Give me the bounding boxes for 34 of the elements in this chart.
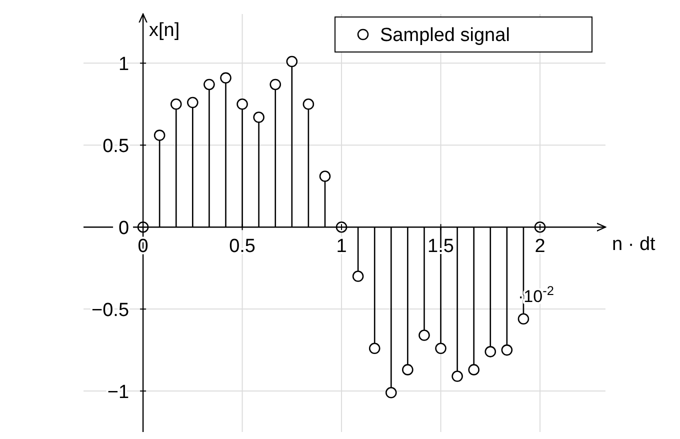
point [286, 56, 298, 68]
legend-label: Sampled signal [380, 25, 510, 46]
y-tick-label: 0.5 [102, 136, 130, 158]
x-axis-title: n · dt [612, 234, 656, 256]
point [368, 342, 380, 354]
point [319, 170, 331, 182]
y-tick-label: −0.5 [92, 300, 130, 322]
y-tick-label: 1 [118, 54, 130, 76]
point [137, 221, 149, 233]
point [187, 96, 198, 108]
point [170, 98, 182, 110]
point [154, 130, 166, 141]
point [402, 364, 414, 376]
point [220, 72, 232, 84]
point [435, 342, 446, 354]
x-tick-label: 0.5 [229, 236, 256, 258]
point [484, 346, 496, 358]
y-tick-label: 0 [118, 218, 130, 240]
point [518, 313, 530, 325]
x-tick-label: 1 [336, 236, 347, 258]
point [501, 344, 513, 356]
point [468, 364, 480, 376]
point [352, 270, 364, 282]
point [302, 98, 314, 110]
y-tick-label: −1 [107, 382, 130, 404]
x-tick-label: 2 [534, 236, 546, 258]
point [236, 98, 248, 110]
point [204, 78, 215, 90]
point [452, 370, 463, 382]
point [385, 387, 397, 398]
point [253, 112, 264, 123]
point [270, 78, 282, 90]
point [418, 330, 430, 341]
y-axis-title: x[n] [149, 20, 180, 41]
